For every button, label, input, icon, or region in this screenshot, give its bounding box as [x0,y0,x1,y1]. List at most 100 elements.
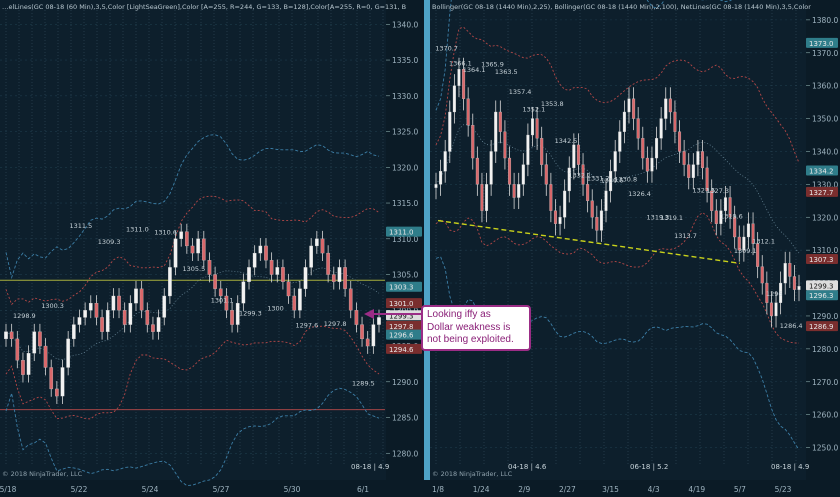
y-tick-label: 1320.0 [392,163,418,172]
x-tick-label: 5/22 [71,485,88,494]
candle-body [788,263,792,277]
candle-body [269,260,274,275]
candle-body [162,295,167,318]
callout-line-1: Looking iffy as [427,309,491,320]
price-annotation: 1342.5 [555,137,578,145]
candle-body [117,295,121,311]
price-tag [386,329,422,340]
y-tick-label: 1290.0 [392,378,418,387]
candle-body [32,331,37,354]
price-annotation: 1331.2 [587,174,610,182]
candle-body [94,302,99,318]
candle-body [489,151,493,185]
price-tag-label: 1294.6 [389,346,414,354]
price-annotation: 1298.9 [13,312,36,320]
candle-body [151,324,155,332]
candle-body [77,317,82,325]
price-annotation: 1296 [766,290,783,298]
candle-body [21,360,25,375]
y-tick-label: 1350.0 [812,115,838,124]
candle-body [139,288,144,311]
y-tick-label: 1330.0 [392,92,418,101]
candle-body [553,210,557,224]
candle-body [549,184,553,211]
candle-body [691,164,695,178]
price-annotation: 1309.1 [734,247,757,255]
candle-body [485,184,489,211]
price-annotation: 1313.7 [674,232,697,240]
price-tag [386,298,422,309]
price-annotation: 1363.5 [495,68,518,76]
candle-body [49,367,54,390]
candle-body [618,131,622,152]
x-tick-label: 4/3 [648,485,660,494]
candle-body [627,98,631,113]
y-tick-label: 1325.0 [392,128,418,137]
candle-body [196,238,200,254]
x-subtick-label: 04-18 | 4.6 [508,463,547,471]
x-tick-label: 1/8 [432,485,444,494]
candle-body [298,288,302,311]
price-annotation: 1319.6 [720,213,743,221]
right-price-axis [806,0,840,497]
price-annotation: 1319.3 [647,214,670,222]
indicator-title: …elLines(GC 08-18 (60 Min),3,5,Color [Li… [2,3,406,11]
candle-body [466,98,470,126]
candle-body [218,288,223,297]
candle-body [595,217,599,231]
candle-body [235,302,240,325]
price-annotation: 1289.5 [352,379,375,387]
price-annotation: 1299.3 [239,309,262,317]
candle-body [9,331,14,340]
price-annotation: 1330.6 [601,176,624,184]
candle-body [719,210,723,224]
x-tick-label: 2/9 [518,485,530,494]
candle-body [609,171,613,192]
price-tag [386,281,422,292]
candle-body [567,167,571,192]
y-tick-label: 1305.0 [392,271,418,280]
candle-body [60,367,65,397]
price-tag [806,165,838,176]
y-tick-label: 1310.0 [812,246,838,255]
callout-arrow-head [364,309,374,319]
price-tag-label: 1299.3 [809,282,834,290]
candle-body [448,111,452,152]
candle-body [230,310,234,325]
x-tick-label: 5/18 [0,485,17,494]
price-tag-label: 1307.3 [809,256,834,264]
candle-body [326,252,330,275]
candle-body [641,138,645,159]
candle-body [471,124,475,159]
x-tick-label: 3/15 [602,485,619,494]
y-tick-label: 1315.0 [392,199,418,208]
candle-body [604,190,608,211]
price-tag [386,321,422,332]
candle-body [664,98,668,119]
indicator-title: Bollinger(GC 08-18 (1440 Min),2,25), Bol… [432,3,811,11]
candle-body [687,164,691,178]
candle-body [201,238,206,261]
price-annotation: 1311.5 [69,222,92,230]
candle-body [576,144,580,165]
candle-body [728,197,732,218]
footer-copyright: © 2018 NinjaTrader, LLC [2,470,83,478]
candle-body [494,111,498,152]
x-subtick-label: 06-18 | 5.2 [630,463,668,471]
price-annotation: 1364.1 [463,66,486,74]
candle-body [503,131,507,159]
candle-body [668,98,672,113]
y-tick-label: 1290.0 [812,312,838,321]
candle-body [636,118,640,139]
candle-body [678,131,682,152]
candle-body [292,295,297,311]
candle-body [111,295,116,311]
candle-body [185,231,189,247]
candle-body [792,276,796,290]
candle-body [586,184,590,201]
price-annotation: 1352.1 [522,106,545,114]
candle-body [530,118,535,136]
y-tick-label: 1380.0 [812,16,838,25]
price-tag [386,310,422,321]
